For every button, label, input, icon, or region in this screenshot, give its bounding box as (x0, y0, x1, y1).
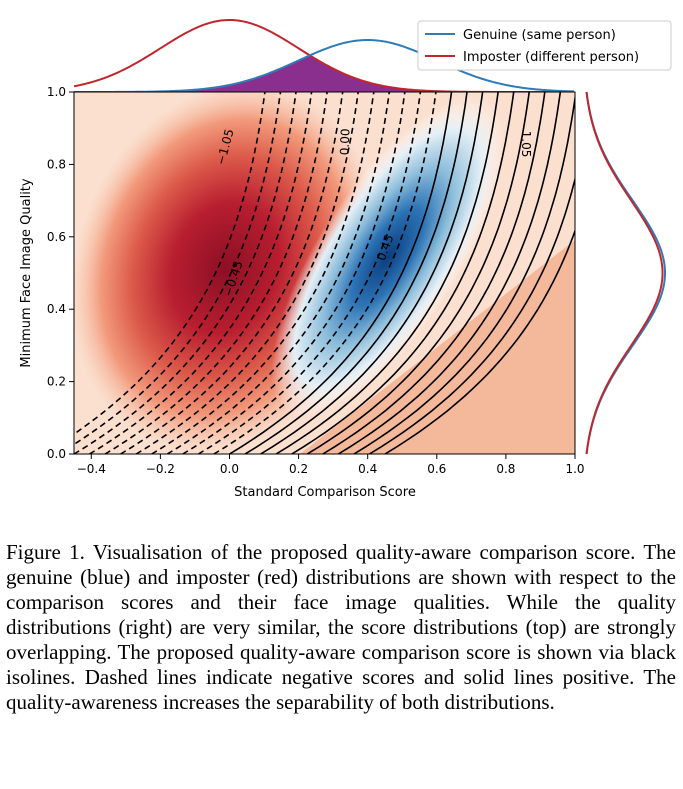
contour-area (74, 92, 575, 454)
isoline (182, 92, 406, 454)
x-tick-label: 0.6 (427, 462, 446, 476)
isoline (151, 92, 375, 454)
figure-chart: −1.05 0.00 0.45 −0.45 1.05 −0.4 −0.2 0.0 0.… (19, 19, 672, 500)
genuine-density (271, 97, 505, 417)
x-tick-label: 0.8 (496, 462, 515, 476)
isoline-label-000: 0.00 (338, 128, 353, 155)
plot-frame (73, 91, 576, 455)
y-tick-label: 0.4 (47, 302, 66, 316)
x-tick-label: 0.2 (289, 462, 308, 476)
x-tick-label: 0.4 (358, 462, 377, 476)
isoline (197, 92, 422, 454)
y-tick-label: 0.0 (47, 447, 66, 461)
isoline (74, 92, 297, 454)
y-tick-label: 0.2 (47, 375, 66, 389)
y-tick-label: 0.6 (47, 230, 66, 244)
isoline (166, 92, 391, 454)
legend-imposter-label: Imposter (different person) (463, 50, 639, 65)
legend-box (417, 20, 672, 71)
isoline (322, 92, 546, 454)
top-overlap-area (74, 55, 575, 92)
background-shade-lower (300, 240, 575, 454)
isoline (353, 92, 575, 454)
isoline (229, 92, 453, 454)
isoline (213, 92, 437, 454)
x-tick-label: −0.4 (77, 462, 106, 476)
isoline-label-105: 1.05 (519, 131, 533, 158)
y-axis-label: Minimum Face Image Quality (19, 178, 34, 368)
isoline (384, 228, 575, 454)
right-genuine-curve (585, 91, 666, 455)
isoline (291, 92, 515, 454)
x-tick-label: −0.2 (146, 462, 175, 476)
y-axis: 0.0 0.2 0.4 0.6 0.8 1.0 (47, 85, 74, 461)
right-imposter-curve (585, 91, 664, 455)
y-tick-label: 0.8 (47, 157, 66, 171)
isoline (74, 92, 282, 446)
isoline (89, 92, 313, 454)
x-axis: −0.4 −0.2 0.0 0.2 0.4 0.6 0.8 1.0 (77, 454, 585, 476)
isoline (275, 92, 499, 454)
isoline (135, 92, 359, 454)
legend-genuine-label: Genuine (same person) (463, 28, 616, 43)
isoline (244, 92, 468, 454)
isoline (368, 175, 575, 454)
legend: Genuine (same person) Imposter (differen… (417, 20, 672, 71)
x-axis-label: Standard Comparison Score (234, 485, 416, 500)
x-tick-label: 1.0 (565, 462, 584, 476)
figure-caption: Figure 1. Visualisation of the proposed … (6, 540, 676, 714)
isoline (104, 92, 328, 454)
isoline (120, 92, 344, 454)
isoline (337, 92, 562, 454)
isoline (260, 92, 484, 454)
isolines (74, 92, 575, 454)
right-marginal (585, 91, 666, 455)
isoline (74, 92, 266, 436)
isoline (306, 92, 530, 454)
top-genuine-curve (73, 39, 575, 93)
x-tick-label: 0.0 (220, 462, 239, 476)
y-tick-label: 1.0 (47, 85, 66, 99)
